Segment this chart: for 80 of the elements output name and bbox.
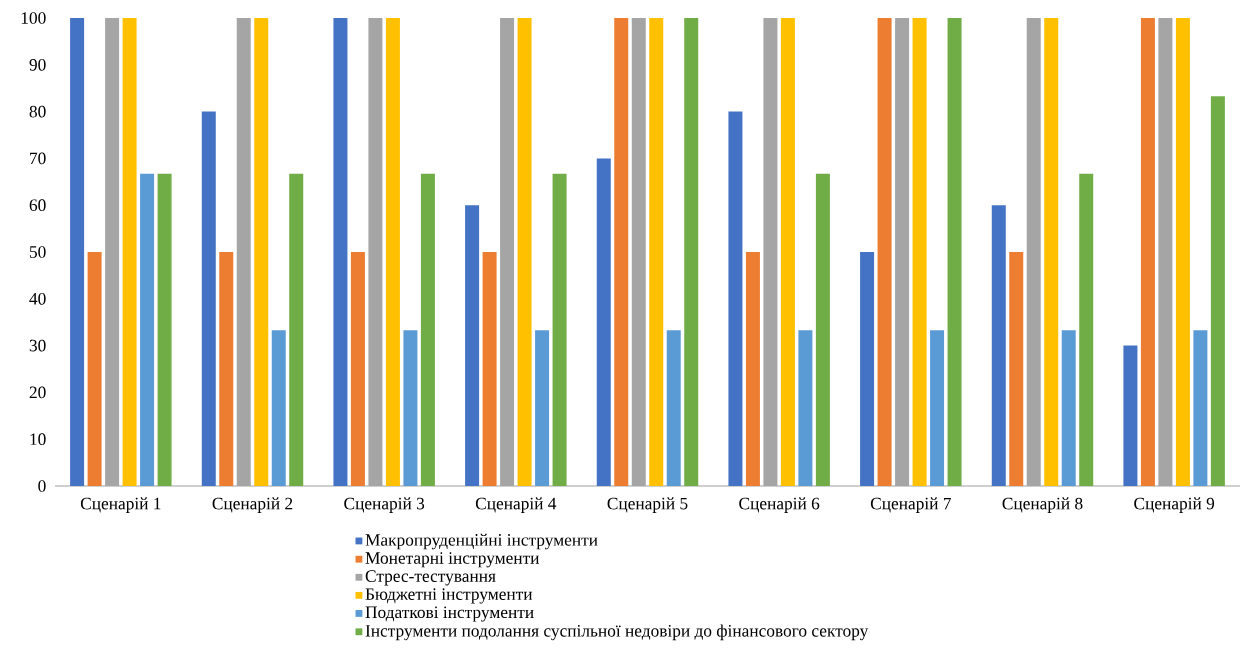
bar	[1210, 96, 1225, 486]
y-tick-label: 70	[30, 152, 46, 165]
bar	[991, 205, 1006, 486]
bar	[596, 158, 611, 486]
bar	[350, 251, 365, 486]
bar	[763, 17, 778, 486]
bar	[631, 17, 646, 486]
bar	[1193, 330, 1208, 486]
legend-label: Монетарні інструменти	[365, 552, 540, 568]
bar	[684, 17, 699, 486]
bar	[947, 17, 962, 486]
bar	[236, 17, 251, 486]
bar	[1079, 173, 1094, 486]
y-tick-label: 80	[29, 105, 46, 118]
legend-label: Макропруденційні інструменти	[365, 533, 598, 550]
legend-label: Стрес-тестування	[365, 570, 496, 586]
bar	[271, 330, 286, 486]
x-tick-label: Сценарій 2	[212, 497, 293, 513]
bar	[420, 173, 435, 486]
bar	[877, 17, 892, 486]
bar	[385, 17, 400, 486]
legend-label: Податкові інструменти	[365, 606, 534, 622]
y-tick-label: 10	[30, 433, 46, 446]
bar	[728, 111, 743, 486]
bar	[1061, 330, 1076, 486]
bar	[157, 173, 172, 486]
x-tick-label: Сценарій 6	[739, 497, 820, 513]
bar	[465, 205, 480, 486]
x-tick-label: Сценарій 5	[607, 497, 688, 513]
bar	[105, 17, 120, 486]
bar	[403, 330, 418, 486]
bar	[482, 251, 497, 486]
y-tick-label: 0	[38, 480, 46, 492]
bar	[87, 251, 102, 486]
x-tick-label: Сценарій 8	[1002, 497, 1083, 513]
bar	[1009, 251, 1024, 486]
bar	[70, 17, 85, 486]
legend-label: Бюджетні інструменти	[365, 588, 533, 604]
bar	[517, 17, 532, 486]
bar	[798, 330, 813, 486]
bar	[1140, 17, 1155, 486]
bar	[930, 330, 945, 486]
x-tick-label: Сценарій 1	[80, 497, 161, 513]
bar	[552, 173, 567, 486]
bar	[780, 17, 795, 486]
bar	[289, 173, 304, 486]
bar	[860, 251, 875, 486]
bar	[333, 17, 348, 486]
y-tick-label: 20	[29, 386, 46, 399]
bar	[614, 17, 629, 486]
bar	[219, 251, 234, 486]
x-tick-label: Сценарій 9	[1134, 497, 1215, 513]
bar	[500, 17, 515, 486]
y-tick-label: 100	[21, 12, 46, 24]
x-tick-label: Сценарій 7	[870, 497, 951, 513]
legend-label: Інструменти подолання суспільної недовіри до фінансового сектору	[365, 624, 869, 641]
bar	[912, 17, 927, 486]
y-tick-label: 60	[29, 199, 46, 212]
bar	[368, 17, 383, 486]
bar	[649, 17, 664, 486]
x-tick-label: Сценарій 4	[475, 497, 557, 513]
y-tick-label: 90	[29, 58, 46, 71]
bar	[1175, 17, 1190, 486]
bar	[1044, 17, 1059, 486]
bar	[201, 111, 216, 486]
bar	[140, 173, 155, 486]
bar	[254, 17, 269, 486]
bar	[535, 330, 550, 486]
bar	[1026, 17, 1041, 486]
y-tick-label: 30	[29, 339, 46, 352]
bar	[745, 251, 760, 486]
bar	[1158, 17, 1173, 486]
bar	[666, 330, 681, 486]
bar	[1123, 345, 1138, 486]
bar	[122, 17, 137, 486]
bar	[895, 17, 910, 486]
y-tick-label: 40	[29, 292, 46, 305]
x-tick-label: Сценарій 3	[344, 497, 425, 513]
y-tick-label: 50	[29, 246, 46, 258]
bar	[815, 173, 830, 486]
